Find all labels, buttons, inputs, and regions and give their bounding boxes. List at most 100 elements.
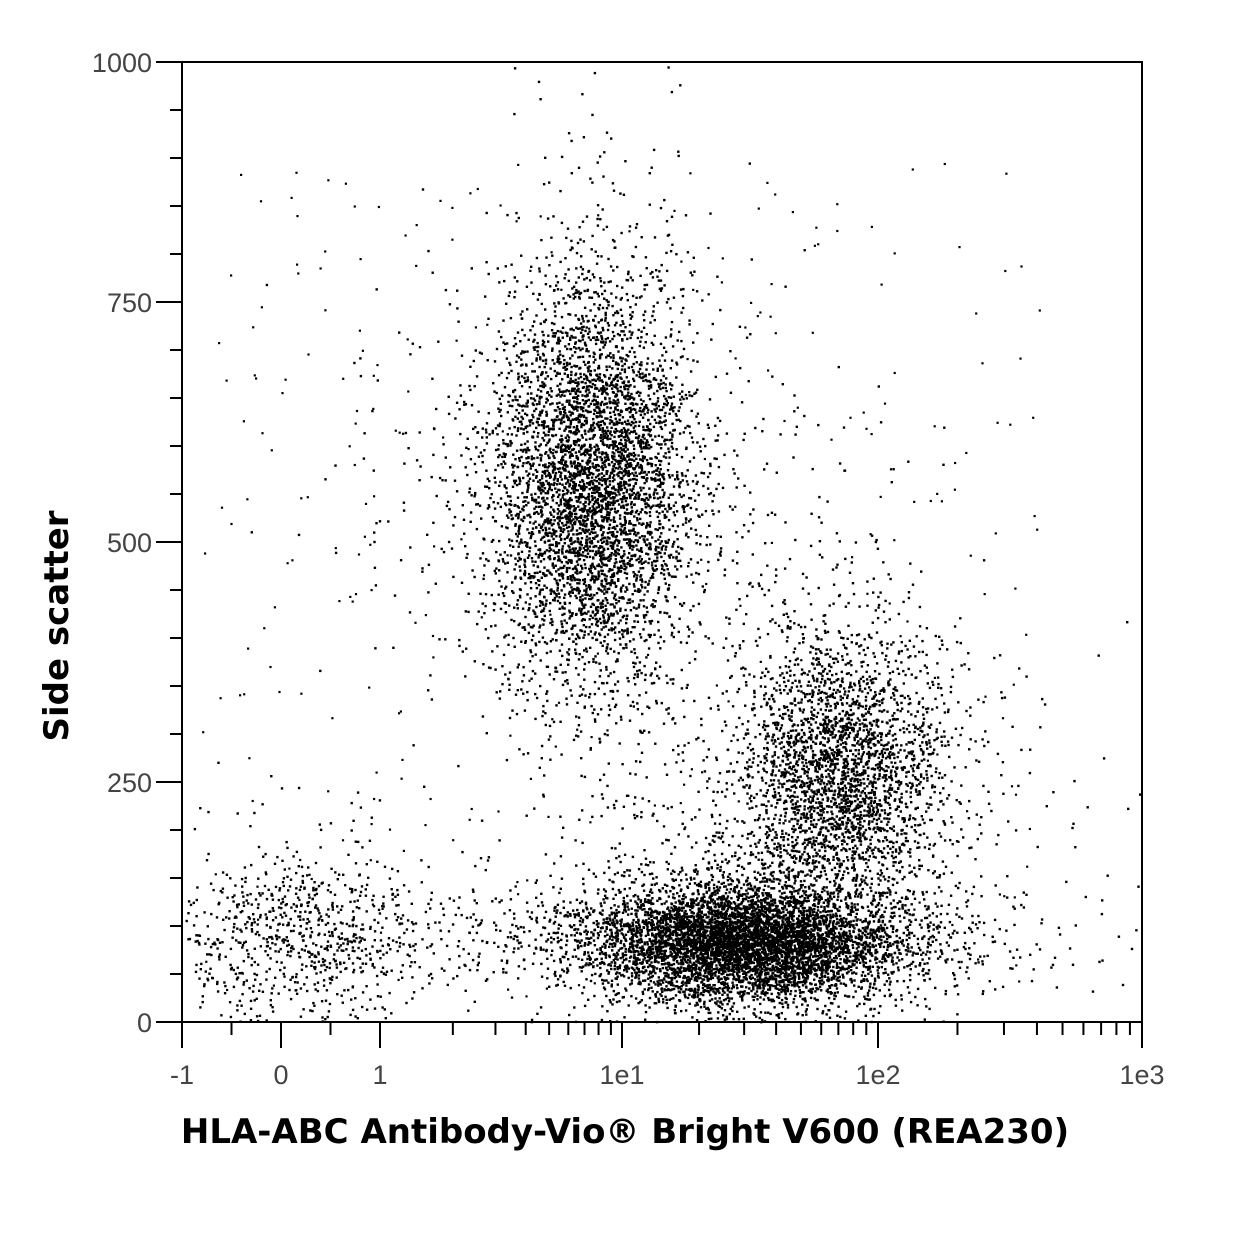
data-point — [633, 531, 637, 534]
data-point — [657, 382, 660, 386]
data-point — [544, 492, 547, 495]
data-point — [525, 482, 529, 485]
data-point — [538, 267, 541, 270]
data-point — [605, 356, 608, 359]
data-point — [582, 503, 585, 506]
data-point — [882, 610, 886, 613]
data-point — [604, 498, 607, 501]
data-point — [600, 565, 603, 569]
data-point — [460, 454, 463, 457]
data-point — [651, 402, 654, 406]
data-point — [600, 336, 604, 339]
data-point — [586, 289, 589, 293]
data-point — [569, 338, 572, 341]
data-point — [584, 329, 587, 333]
data-point — [531, 496, 534, 499]
data-point — [548, 724, 552, 728]
data-point — [535, 314, 538, 317]
data-point — [588, 696, 591, 699]
data-point — [486, 477, 489, 481]
data-point — [619, 389, 622, 393]
data-point — [699, 543, 702, 546]
data-point — [534, 441, 537, 444]
data-point — [506, 495, 510, 498]
data-point — [496, 267, 499, 270]
data-point — [660, 546, 663, 549]
data-point — [568, 515, 571, 518]
data-point — [523, 448, 527, 451]
data-point — [559, 503, 563, 506]
data-point — [577, 538, 580, 541]
data-point — [652, 599, 655, 602]
data-point — [604, 341, 607, 344]
data-point — [617, 569, 620, 572]
data-point — [528, 462, 532, 466]
data-point — [604, 317, 607, 320]
data-point — [640, 562, 644, 565]
data-point — [602, 547, 605, 550]
data-point — [565, 560, 568, 564]
data-point — [574, 509, 577, 512]
data-point — [375, 522, 378, 525]
data-point — [541, 330, 544, 334]
data-point — [432, 453, 435, 457]
data-point — [655, 402, 658, 405]
data-point — [695, 290, 699, 293]
data-point — [626, 601, 629, 605]
data-point — [632, 503, 636, 506]
data-point — [514, 479, 518, 482]
data-point — [636, 517, 639, 520]
data-point — [617, 578, 620, 581]
data-point — [494, 448, 498, 452]
data-point — [631, 593, 634, 596]
data-point — [544, 712, 547, 715]
data-point — [561, 625, 564, 629]
data-point — [621, 559, 624, 563]
data-point — [603, 343, 607, 347]
data-point — [612, 503, 615, 507]
data-point — [483, 612, 486, 615]
data-point — [614, 407, 617, 410]
data-point — [606, 426, 609, 429]
data-point — [666, 681, 669, 685]
data-point — [587, 661, 591, 664]
data-point — [555, 593, 558, 596]
data-point — [631, 369, 635, 372]
data-point — [641, 580, 644, 583]
data-point — [609, 430, 612, 433]
data-point — [558, 515, 561, 519]
data-point — [638, 466, 641, 469]
data-point — [692, 359, 695, 362]
data-point — [572, 640, 575, 643]
data-point — [565, 520, 569, 523]
data-point — [599, 633, 602, 637]
data-point — [595, 416, 599, 419]
data-point — [612, 377, 615, 381]
data-point — [562, 566, 565, 569]
data-point — [517, 427, 520, 430]
data-point — [638, 373, 642, 376]
data-point — [725, 372, 729, 375]
data-point — [548, 487, 551, 491]
data-point — [603, 151, 606, 154]
data-point — [485, 211, 488, 215]
data-point — [499, 553, 502, 556]
data-point — [514, 577, 517, 580]
data-point — [630, 333, 633, 336]
data-point — [591, 498, 594, 502]
data-point — [553, 557, 556, 560]
data-point — [515, 434, 518, 437]
data-point — [598, 477, 601, 481]
data-point — [624, 438, 627, 442]
data-point — [592, 545, 595, 549]
data-point — [563, 461, 567, 465]
data-point — [612, 573, 615, 576]
data-point — [574, 295, 577, 299]
data-point — [663, 414, 666, 418]
data-point — [536, 579, 540, 582]
data-point — [564, 257, 567, 260]
data-point — [703, 590, 706, 594]
data-point — [663, 577, 666, 580]
data-point — [596, 401, 599, 404]
data-point — [612, 359, 615, 362]
